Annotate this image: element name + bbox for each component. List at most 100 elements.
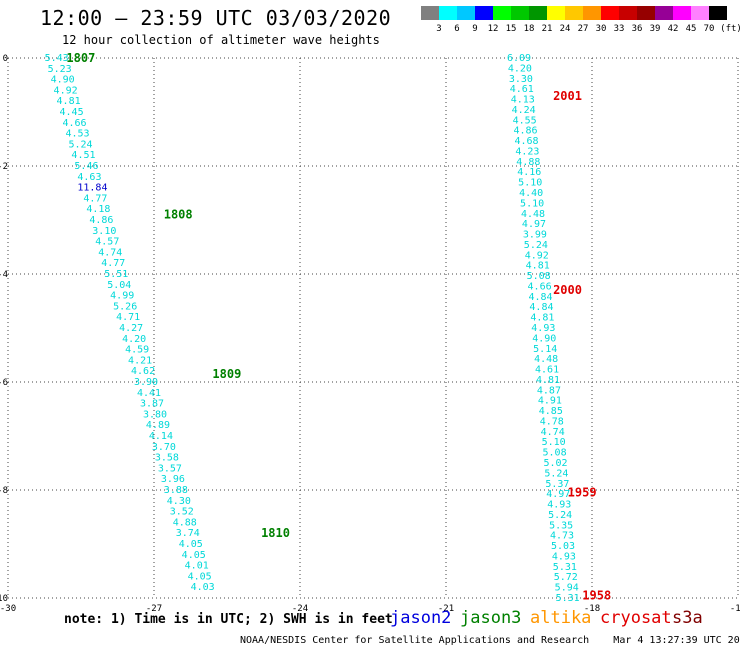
track-time-label: 1959: [568, 486, 597, 500]
legend-jason2: jason2: [390, 608, 452, 628]
wave-height-value: 4.84: [528, 292, 552, 303]
legend-s3a: s3a: [672, 608, 703, 628]
wave-height-value: 4.24: [512, 105, 536, 116]
legend-label: 21: [542, 24, 553, 34]
wave-height-value: 4.51: [71, 150, 95, 161]
track-time-label: 1958: [582, 588, 611, 602]
wave-height-value: 5.04: [107, 280, 131, 291]
wave-height-value: 4.48: [521, 209, 545, 220]
wave-height-value: 3.74: [176, 528, 200, 539]
wave-height-value: 5.43: [45, 53, 69, 64]
legend-label: 24: [560, 24, 571, 34]
legend-swatch: [619, 6, 637, 20]
legend-swatch: [511, 6, 529, 20]
legend-label: 39: [650, 24, 661, 34]
page-title: 12:00 – 23:59 UTC 03/03/2020: [40, 6, 392, 30]
wave-height-value: 4.41: [137, 388, 161, 399]
legend-label: 42: [668, 24, 679, 34]
wave-height-value: 3.99: [523, 230, 547, 241]
wave-height-value: 4.59: [125, 345, 149, 356]
track-time-label: 1808: [164, 208, 193, 222]
legend-swatch: [547, 6, 565, 20]
wave-height-value: 4.99: [110, 291, 134, 302]
wave-height-value: 4.53: [65, 129, 89, 140]
y-tick-label: -4: [0, 270, 8, 280]
wave-height-value: 4.74: [541, 427, 565, 438]
wave-height-value: 4.03: [191, 582, 215, 593]
legend-label: 27: [578, 24, 589, 34]
legend-swatch: [655, 6, 673, 20]
x-tick-label: -30: [0, 604, 16, 614]
y-tick-label: -8: [0, 486, 8, 496]
wave-height-value: 4.48: [534, 354, 558, 365]
track-time-label: 1809: [212, 367, 241, 381]
wave-height-value: 5.35: [549, 520, 573, 531]
legend-label: 33: [614, 24, 625, 34]
legend-label: 70: [704, 24, 715, 34]
wave-height-value: 5.10: [520, 198, 544, 209]
legend-label: 36: [632, 24, 643, 34]
color-legend: 3 6 9 12 15 18 21 24 27 30 33 36 39 42 45 70 (ft): [421, 6, 740, 34]
legend-swatch: [709, 6, 727, 20]
x-tick-label: -27: [146, 604, 162, 614]
wave-height-value: 4.97: [546, 489, 570, 500]
legend-swatch: [439, 6, 457, 20]
wave-height-value: 4.68: [514, 136, 538, 147]
wave-height-value: 5.08: [543, 448, 567, 459]
legend-swatch: [673, 6, 691, 20]
wave-height-value: 5.94: [555, 583, 579, 594]
wave-height-value: 4.05: [188, 571, 212, 582]
legend-swatch: [529, 6, 547, 20]
footer-note: note: 1) Time is in UTC; 2) SWH is in fe…: [64, 612, 393, 627]
wave-height-value: 3.80: [143, 409, 167, 420]
wave-height-value: 4.90: [532, 333, 556, 344]
wave-height-value: 5.08: [527, 271, 551, 282]
legend-jason3: jason3: [460, 608, 522, 628]
wave-height-value: 4.57: [95, 237, 119, 248]
wave-height-value: 4.78: [540, 416, 564, 427]
wave-height-value: 5.26: [113, 301, 137, 312]
wave-height-value: 4.92: [525, 250, 549, 261]
wave-height-value: 4.93: [531, 323, 555, 334]
wave-height-value: 4.61: [535, 365, 559, 376]
wave-height-value: 4.40: [519, 188, 543, 199]
wave-height-value: 4.81: [536, 375, 560, 386]
wave-height-value: 5.24: [544, 468, 568, 479]
wave-height-value: 4.91: [538, 396, 562, 407]
wave-height-value: 4.73: [550, 531, 574, 542]
wave-height-value: 4.86: [514, 126, 538, 137]
legend-label: 45: [686, 24, 697, 34]
wave-height-value: 5.14: [533, 344, 557, 355]
wave-height-value: 4.62: [131, 366, 155, 377]
legend-swatch: [475, 6, 493, 20]
legend-label: 3: [436, 24, 441, 34]
track-time-labels: 1807 1808 1809 1810 2001 2000 1959 1958: [66, 51, 611, 602]
wave-height-value: 4.05: [179, 539, 203, 550]
wave-height-value: 4.21: [128, 355, 152, 366]
page-subtitle: 12 hour collection of altimeter wave hei…: [62, 33, 380, 47]
wave-height-value: 4.23: [515, 146, 539, 157]
wave-height-value: 4.74: [98, 247, 122, 258]
wave-height-value: 5.37: [545, 479, 569, 490]
legend-swatch: [565, 6, 583, 20]
wave-height-value: 5.24: [548, 510, 572, 521]
legend-label: 9: [472, 24, 477, 34]
wave-height-value: 3.30: [509, 74, 533, 85]
wave-height-value: 4.93: [547, 500, 571, 511]
wave-height-value: 5.24: [524, 240, 548, 251]
wave-height-value: 5.51: [104, 269, 128, 280]
legend-label: 30: [596, 24, 607, 34]
credit-timestamp: Mar 4 13:27:39 UTC 2020: [613, 635, 740, 646]
wave-height-value: 4.66: [62, 118, 86, 129]
wave-height-value: 5.10: [518, 178, 542, 189]
wave-height-value: 4.20: [122, 334, 146, 345]
wave-height-value: 4.81: [57, 96, 81, 107]
wave-height-value: 4.66: [528, 281, 552, 292]
x-tick-label: -21: [438, 604, 454, 614]
wave-height-value: 5.31: [556, 593, 580, 604]
wave-height-value: 4.86: [89, 215, 113, 226]
wave-height-value: 4.81: [530, 313, 554, 324]
wave-height-value: 4.77: [101, 258, 125, 269]
y-tick-label: -2: [0, 162, 8, 172]
